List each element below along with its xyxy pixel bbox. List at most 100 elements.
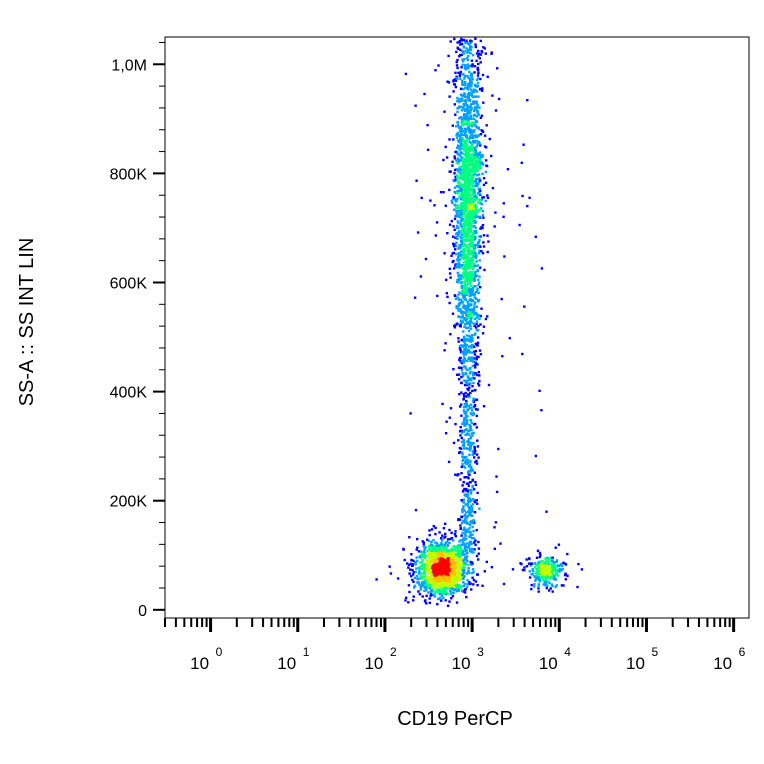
event-dot [465,420,469,423]
event-dot [468,187,472,190]
event-dot [471,255,474,258]
event-dot [463,383,467,387]
event-dot [456,545,459,548]
event-dot [457,192,460,195]
event-dot [472,371,475,374]
event-dot [457,366,461,369]
event-dot [478,153,482,156]
event-dot [462,88,465,91]
event-dot [464,141,467,144]
event-dot [470,358,474,361]
event-dot [474,229,478,233]
event-dot [464,239,467,242]
event-dot [520,161,523,164]
event-dot [467,379,471,382]
event-dot [473,364,477,367]
event-dot [459,551,462,554]
event-dot [475,212,478,216]
event-dot [460,236,463,240]
event-dot [463,509,466,512]
event-dot [408,536,411,539]
event-dot [411,578,414,582]
event-dot [456,474,459,477]
event-dot [464,284,468,287]
event-dot [473,146,476,149]
event-dot [461,293,465,297]
event-dot [471,385,474,388]
event-dot [462,420,465,423]
event-dot [460,66,463,69]
event-dot [439,573,442,576]
event-dot [438,561,441,564]
y-tick-label: 1,0M [111,57,147,74]
event-dot [449,551,452,555]
event-dot [490,52,493,55]
event-dot [460,39,464,42]
event-dot [438,547,441,551]
event-dot [530,573,533,576]
event-dot [459,584,463,587]
event-dot [461,508,464,511]
event-dot [441,572,445,576]
event-dot [445,583,448,586]
event-dot [465,278,469,281]
event-dot [471,153,474,156]
event-dot [464,74,467,78]
event-dot [464,208,467,211]
event-dot [459,425,462,429]
event-dot [467,48,470,51]
event-dot [466,348,469,351]
event-dot [472,233,475,237]
event-dot [455,134,458,137]
event-dot [453,585,456,588]
event-dot [419,577,422,580]
event-dot [480,198,484,201]
event-dot [478,208,481,211]
event-dot [465,139,468,142]
event-dot [470,284,473,287]
event-dot [464,171,467,174]
event-dot [479,266,482,269]
event-dot [477,192,480,195]
event-dot [468,356,471,359]
event-dot [459,356,462,360]
event-dot [437,584,441,587]
event-dot [451,260,454,264]
event-dot [465,326,469,330]
event-dot [466,260,469,264]
event-dot [476,439,479,442]
event-dot [463,118,466,122]
event-dot [459,307,462,311]
event-dot [437,544,440,547]
event-dot [474,483,478,487]
event-dot [477,384,481,387]
event-dot [545,560,549,564]
event-dot [465,461,469,465]
event-dot [454,175,457,179]
event-dot [460,242,463,246]
event-dot [537,587,540,590]
event-dot [474,256,477,259]
event-dot [481,252,485,255]
event-dot [466,233,470,237]
event-dot [471,214,474,217]
event-dot [461,82,464,85]
event-dot [466,311,470,314]
event-dot [464,476,467,479]
event-dot [463,187,466,190]
event-dot [461,573,464,576]
event-dot [442,575,445,578]
event-dot [475,182,479,186]
event-dot [475,162,478,165]
event-dot [469,313,472,316]
event-dot [468,548,472,551]
event-dot [464,165,467,169]
event-dot [478,201,481,204]
x-axis-title: CD19 PerCP [397,708,513,730]
event-dot [451,201,454,205]
event-dot [470,288,474,291]
event-dot [462,528,465,531]
event-dot [460,99,463,102]
event-dot [448,95,451,98]
event-dot [472,537,476,540]
